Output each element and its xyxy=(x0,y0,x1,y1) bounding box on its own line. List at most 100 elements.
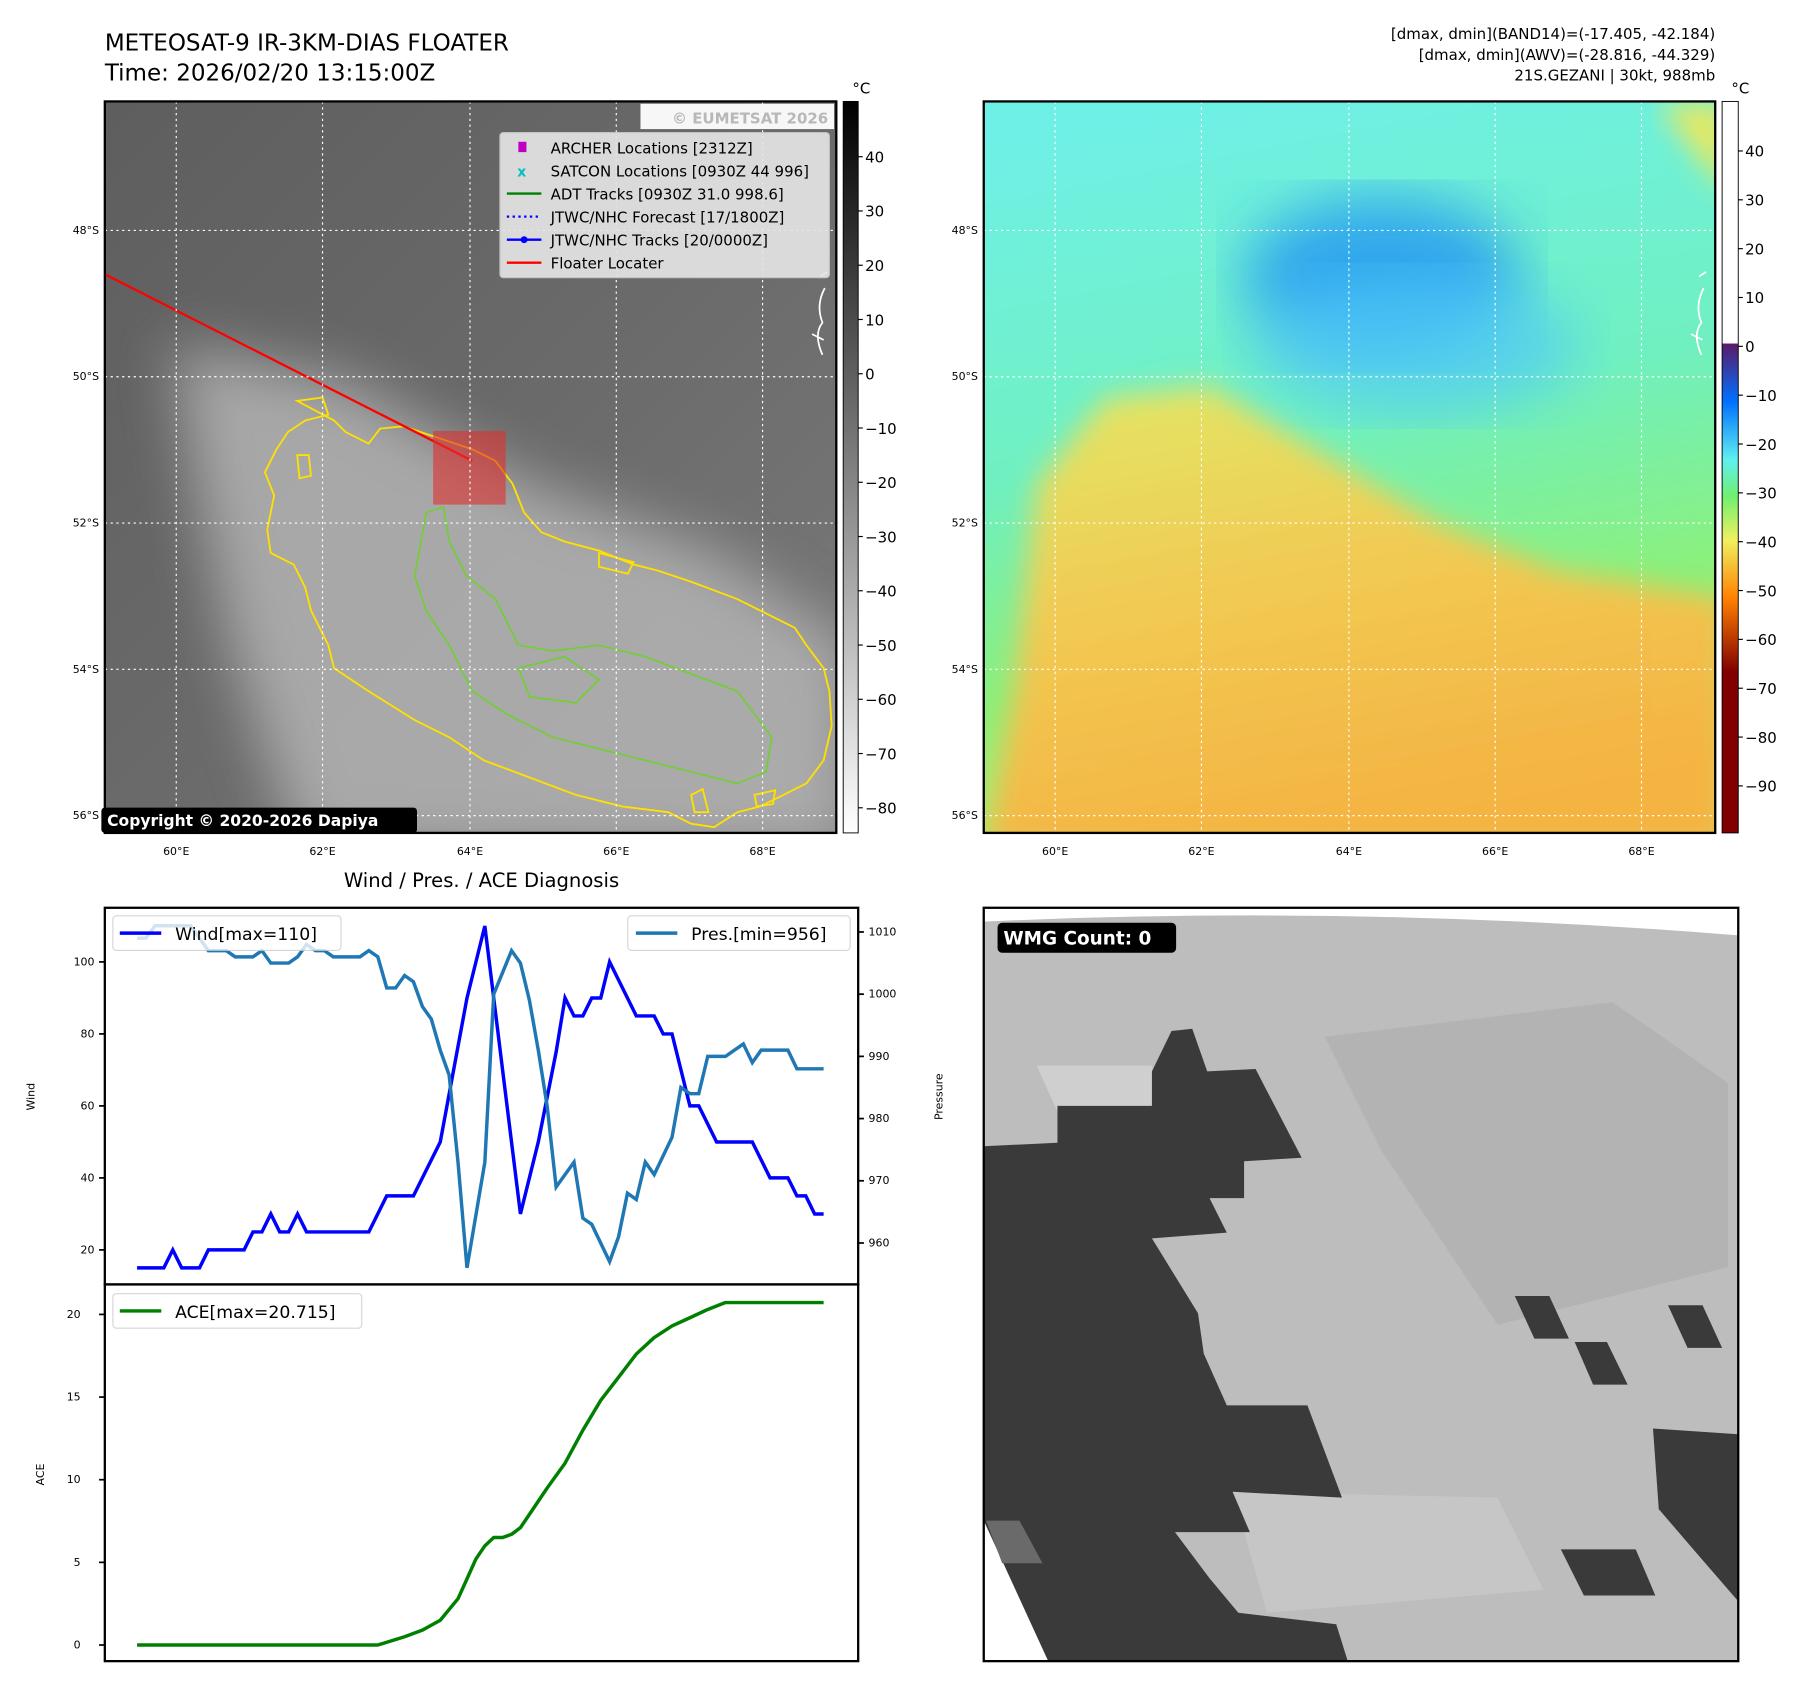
colorbar-tick-label: 0 xyxy=(865,366,875,384)
wind-ytick-label: 80 xyxy=(81,1027,95,1040)
colorbar-tick-label: 30 xyxy=(1745,192,1764,210)
ace-legend-label: ACE[max=20.715] xyxy=(175,1303,335,1323)
wind-axis-label: Wind xyxy=(25,1083,38,1111)
copyright-box xyxy=(101,807,417,833)
storm-info: 21S.GEZANI | 30kt, 988mb xyxy=(1514,67,1715,85)
wind-ytick-label: 60 xyxy=(81,1099,95,1112)
ace-ytick-label: 20 xyxy=(67,1308,81,1321)
ir-colorbar xyxy=(842,100,859,834)
satcon-marker-icon: x xyxy=(517,164,526,180)
colorbar-tick-label: −50 xyxy=(1745,582,1777,600)
colorbar-tick-label: −70 xyxy=(865,745,897,763)
lon-label: 62°E xyxy=(1188,845,1214,858)
pressure-ytick-label: 970 xyxy=(869,1174,890,1187)
lat-label: 54°S xyxy=(952,663,978,676)
lon-label: 66°E xyxy=(1482,845,1508,858)
pressure-ytick-label: 980 xyxy=(869,1112,890,1125)
lon-label: 62°E xyxy=(309,845,335,858)
colorbar-tick-label: −60 xyxy=(865,691,897,709)
wind-pressure-axes xyxy=(103,906,860,1286)
wind-legend-label: Wind[max=110] xyxy=(175,925,317,945)
ir-contour-green xyxy=(413,505,773,785)
colorbar-tick-label: −50 xyxy=(865,637,897,655)
colorbar-tick-label: −80 xyxy=(865,800,897,818)
lat-label: 50°S xyxy=(73,370,99,383)
lon-label: 60°E xyxy=(1042,845,1068,858)
pressure-line xyxy=(137,924,824,1269)
ace-ytick-label: 10 xyxy=(67,1473,81,1486)
dark-cell-region xyxy=(983,1028,1348,1662)
lat-label: 52°S xyxy=(73,516,99,529)
colorbar-tick-label: −90 xyxy=(1745,778,1777,796)
ir-colorbar-unit: °C xyxy=(852,79,870,97)
colorbar-tick-label: 30 xyxy=(865,203,884,221)
lat-label: 52°S xyxy=(952,516,978,529)
colorbar-tick-label: 40 xyxy=(1745,143,1764,161)
pressure-ytick-label: 1010 xyxy=(869,925,897,938)
pressure-legend-box xyxy=(627,915,851,951)
legend-label: JTWC/NHC Tracks [20/0000Z] xyxy=(550,231,768,249)
colorbar-tick-label: −10 xyxy=(865,420,897,438)
ir-contour-yellow xyxy=(263,396,833,829)
wind-ytick-label: 100 xyxy=(74,955,95,968)
coastline xyxy=(1690,271,1707,356)
pressure-ytick-label: 960 xyxy=(869,1236,890,1249)
colorbar-tick-label: −20 xyxy=(865,474,897,492)
lon-label: 66°E xyxy=(603,845,629,858)
colorbar-tick-label: −20 xyxy=(1745,436,1777,454)
colorbar-tick-label: −30 xyxy=(865,528,897,546)
archer-marker-icon xyxy=(518,141,527,153)
wind-ytick-label: 20 xyxy=(81,1243,95,1256)
legend-label: SATCON Locations [0930Z 44 996] xyxy=(551,162,809,180)
colorbar-tick-label: 10 xyxy=(865,311,884,329)
legend-label: JTWC/NHC Forecast [17/1800Z] xyxy=(550,208,785,226)
figure-title: METEOSAT-9 IR-3KM-DIAS FLOATER xyxy=(105,31,509,57)
awv-map[interactable] xyxy=(983,101,1728,852)
ace-ytick-label: 5 xyxy=(74,1556,81,1569)
ace-axis-label: ACE xyxy=(34,1464,47,1486)
lat-label: 56°S xyxy=(952,809,978,822)
ace-legend-box xyxy=(112,1293,363,1329)
lon-label: 60°E xyxy=(163,845,189,858)
ace-ytick-label: 0 xyxy=(74,1638,81,1651)
watermark-box xyxy=(640,103,834,130)
colorbar-tick-label: 40 xyxy=(865,148,884,166)
eumetsat-watermark: © EUMETSAT 2026 xyxy=(672,109,828,127)
awv-colorbar xyxy=(1721,100,1739,834)
colorbar-tick-label: −40 xyxy=(1745,533,1777,551)
wmg-count-label: WMG Count: 0 xyxy=(1003,929,1151,950)
copyright-text: Copyright © 2020-2026 Dapiya xyxy=(107,812,378,830)
cloud-swath xyxy=(172,345,837,833)
stats-band14: [dmax, dmin](BAND14)=(-17.405, -42.184) xyxy=(1391,25,1715,43)
lon-label: 68°E xyxy=(749,845,775,858)
legend-label: ADT Tracks [0930Z 31.0 998.6] xyxy=(551,185,784,203)
colorbar-tick-label: 10 xyxy=(1745,289,1764,307)
wind-ytick-label: 40 xyxy=(81,1171,95,1184)
wind-legend-box xyxy=(112,915,342,951)
figure-time: Time: 2026/02/20 13:15:00Z xyxy=(104,61,436,87)
pressure-ytick-label: 990 xyxy=(869,1050,890,1063)
lat-label: 48°S xyxy=(73,224,99,237)
dry-region xyxy=(987,385,1716,833)
lon-label: 68°E xyxy=(1628,845,1654,858)
colorbar-tick-label: 0 xyxy=(1745,338,1755,356)
colorbar-tick-label: 20 xyxy=(865,257,884,275)
ace-axes xyxy=(103,1283,860,1663)
pressure-axis-label: Pressure xyxy=(932,1073,945,1120)
colorbar-tick-label: 20 xyxy=(1745,240,1764,258)
lat-label: 48°S xyxy=(952,224,978,237)
wmg-panel[interactable] xyxy=(983,907,1739,1662)
ace-ytick-label: 15 xyxy=(67,1391,81,1404)
colorbar-tick-label: −70 xyxy=(1745,680,1777,698)
awv-colorbar-unit: °C xyxy=(1731,79,1749,97)
pressure-legend-label: Pres.[min=956] xyxy=(691,925,826,945)
stats-awv: [dmax, dmin](AWV)=(-28.816, -44.329) xyxy=(1419,46,1715,64)
lat-label: 56°S xyxy=(73,809,99,822)
awv-gridlines xyxy=(983,101,1716,833)
colorbar-tick-label: −40 xyxy=(865,583,897,601)
floater-locater-line xyxy=(104,273,473,462)
colorbar-tick-label: −60 xyxy=(1745,631,1777,649)
lat-label: 54°S xyxy=(73,663,99,676)
pressure-ytick-label: 1000 xyxy=(869,988,897,1001)
